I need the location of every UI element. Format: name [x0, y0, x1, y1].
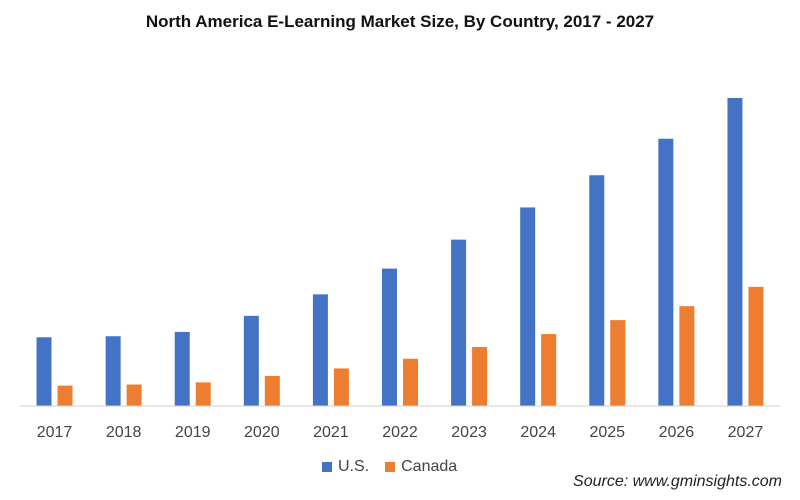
- bar-canada-2017: [57, 385, 73, 406]
- bar-us-2017: [36, 337, 52, 406]
- bar-canada-2019: [195, 382, 211, 406]
- x-tick-labels: 2017 2018 2019 2020 2021 2022 2023 2024 2025 2026…: [37, 424, 764, 441]
- bars-group: [36, 97, 764, 407]
- legend: U.S. Canada: [322, 458, 473, 476]
- x-tick-label: 2026: [659, 424, 695, 441]
- bar-canada-2025: [610, 320, 626, 406]
- bar-canada-2027: [748, 286, 764, 406]
- legend-item-us: U.S.: [322, 458, 369, 476]
- bar-us-2022: [382, 268, 397, 406]
- bar-us-2020: [243, 315, 259, 406]
- bar-us-2023: [451, 239, 467, 406]
- bar-us-2018: [105, 336, 121, 406]
- bar-canada-2022: [403, 358, 418, 406]
- bar-canada-2020: [264, 375, 280, 406]
- legend-item-canada: Canada: [385, 458, 457, 476]
- legend-swatch-canada: [385, 462, 396, 472]
- bar-us-2024: [520, 207, 536, 406]
- bar-canada-2024: [541, 334, 557, 406]
- bar-canada-2018: [126, 384, 142, 406]
- bar-us-2026: [658, 138, 674, 407]
- x-tick-label: 2022: [382, 424, 418, 441]
- bar-us-2021: [312, 294, 328, 406]
- x-tick-label: 2021: [313, 424, 349, 441]
- x-tick-label: 2018: [106, 424, 142, 441]
- legend-swatch-us: [322, 462, 332, 472]
- bar-us-2019: [174, 331, 190, 406]
- bar-us-2025: [589, 175, 605, 406]
- x-tick-label: 2025: [589, 424, 625, 441]
- bar-canada-2021: [333, 368, 349, 406]
- x-tick-label: 2020: [244, 424, 280, 441]
- x-tick-label: 2024: [520, 424, 556, 441]
- x-tick-label: 2027: [728, 424, 764, 441]
- legend-label-canada: Canada: [401, 458, 458, 475]
- chart-title: North America E-Learning Market Size, By…: [145, 12, 655, 31]
- bar-canada-2026: [679, 306, 695, 406]
- bar-canada-2023: [472, 346, 488, 406]
- source-note: Source: www.gminsights.com: [573, 473, 782, 490]
- x-tick-label: 2017: [37, 424, 73, 441]
- x-tick-label: 2019: [175, 424, 211, 441]
- bar-us-2027: [727, 97, 743, 406]
- legend-label-us: U.S.: [338, 458, 370, 475]
- x-tick-label: 2023: [451, 424, 487, 441]
